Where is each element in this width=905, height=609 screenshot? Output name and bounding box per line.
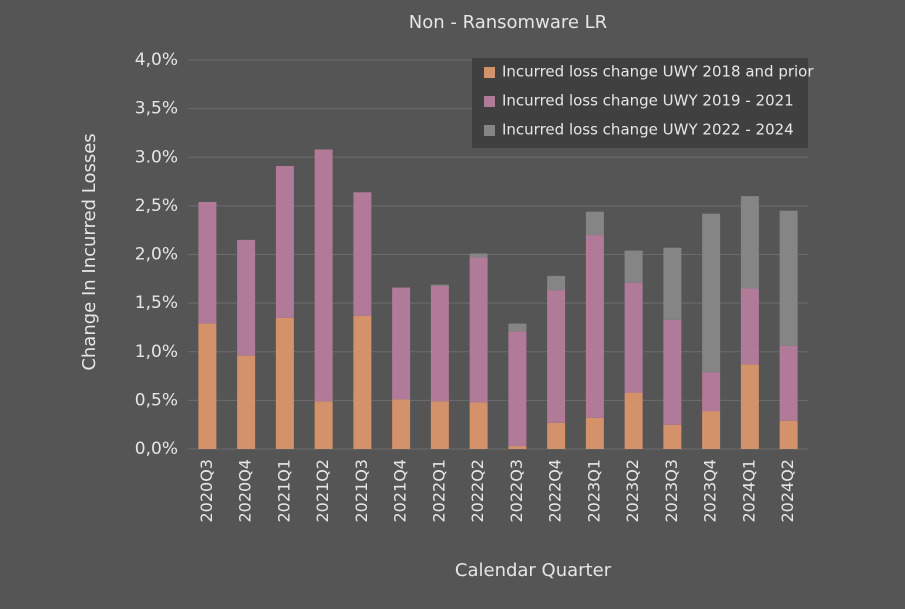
x-tick-label: 2023Q3 (662, 459, 681, 523)
bar-segment (353, 192, 372, 316)
bar-segment (779, 345, 798, 421)
bar-segment (198, 201, 217, 324)
bar-segment (663, 247, 682, 320)
x-tick-label: 2022Q4 (546, 459, 565, 523)
bar-segment (198, 323, 217, 449)
y-tick-label: 0,0% (135, 439, 178, 459)
bar-segment (740, 364, 759, 449)
x-tick-label: 2021Q3 (352, 459, 371, 523)
legend-swatch (484, 96, 495, 107)
bar-segment (663, 319, 682, 425)
x-tick-label: 2020Q4 (236, 459, 255, 523)
x-tick-label: 2023Q4 (701, 459, 720, 523)
bar-segment (275, 317, 294, 449)
x-tick-label: 2020Q3 (197, 459, 216, 523)
bar-segment (624, 392, 643, 449)
bar-segment (237, 355, 256, 449)
bar-segment (740, 288, 759, 365)
bar-segment (430, 284, 449, 286)
bar-segment (392, 399, 411, 449)
bar-segment (237, 239, 256, 356)
bar-segment (469, 402, 488, 449)
chart-title: Non - Ransomware LR (409, 12, 607, 33)
bar-segment (547, 275, 566, 291)
bar-segment (585, 235, 604, 418)
bar-segment (779, 210, 798, 346)
legend-label: Incurred loss change UWY 2019 - 2021 (502, 92, 794, 110)
bar-segment (702, 411, 721, 449)
bar-segment (469, 253, 488, 258)
bar-segment (740, 196, 759, 289)
bar-segment (508, 323, 527, 332)
legend-swatch (484, 125, 495, 136)
y-tick-label: 2,0% (135, 245, 178, 265)
bar-segment (392, 287, 411, 400)
x-tick-label: 2024Q2 (778, 459, 797, 523)
x-axis-title: Calendar Quarter (455, 560, 612, 581)
bar-segment (702, 213, 721, 373)
legend-label: Incurred loss change UWY 2022 - 2024 (502, 121, 794, 139)
bar-segment (353, 315, 372, 449)
bar-segment (275, 166, 294, 318)
legend-label: Incurred loss change UWY 2018 and prior (502, 63, 814, 81)
y-axis-title: Change In Incurred Losses (79, 133, 100, 370)
bar-segment (314, 149, 333, 402)
y-tick-label: 1,0% (135, 342, 178, 362)
bar-segment (314, 401, 333, 449)
bar-segment (663, 424, 682, 449)
bar-segment (624, 250, 643, 283)
x-tick-label: 2023Q2 (623, 459, 642, 523)
x-tick-label: 2023Q1 (584, 459, 603, 523)
bar-segment (547, 422, 566, 449)
x-tick-label: 2024Q1 (739, 459, 758, 523)
x-tick-label: 2021Q1 (274, 459, 293, 523)
x-tick-label: 2022Q3 (507, 459, 526, 523)
legend-swatch (484, 67, 495, 78)
bar-segment (469, 257, 488, 403)
y-tick-label: 0,5% (135, 390, 178, 410)
y-tick-label: 3.0% (135, 147, 178, 167)
y-tick-label: 3,5% (135, 99, 178, 119)
y-tick-label: 4,0% (135, 50, 178, 70)
bar-segment (430, 285, 449, 402)
bar-segment (547, 290, 566, 423)
x-tick-label: 2022Q1 (429, 459, 448, 523)
bar-segment (430, 401, 449, 449)
bar-segment (508, 446, 527, 449)
bar-segment (624, 282, 643, 393)
bar-segment (585, 417, 604, 449)
legend-box (472, 58, 808, 148)
bar-segment (702, 372, 721, 412)
x-tick-label: 2022Q2 (468, 459, 487, 523)
bar-segment (779, 420, 798, 449)
x-tick-label: 2021Q2 (313, 459, 332, 523)
bar-segment (585, 211, 604, 236)
x-tick-label: 2021Q4 (391, 459, 410, 523)
y-tick-label: 2,5% (135, 196, 178, 216)
bar-segment (508, 331, 527, 447)
y-tick-label: 1,5% (135, 293, 178, 313)
